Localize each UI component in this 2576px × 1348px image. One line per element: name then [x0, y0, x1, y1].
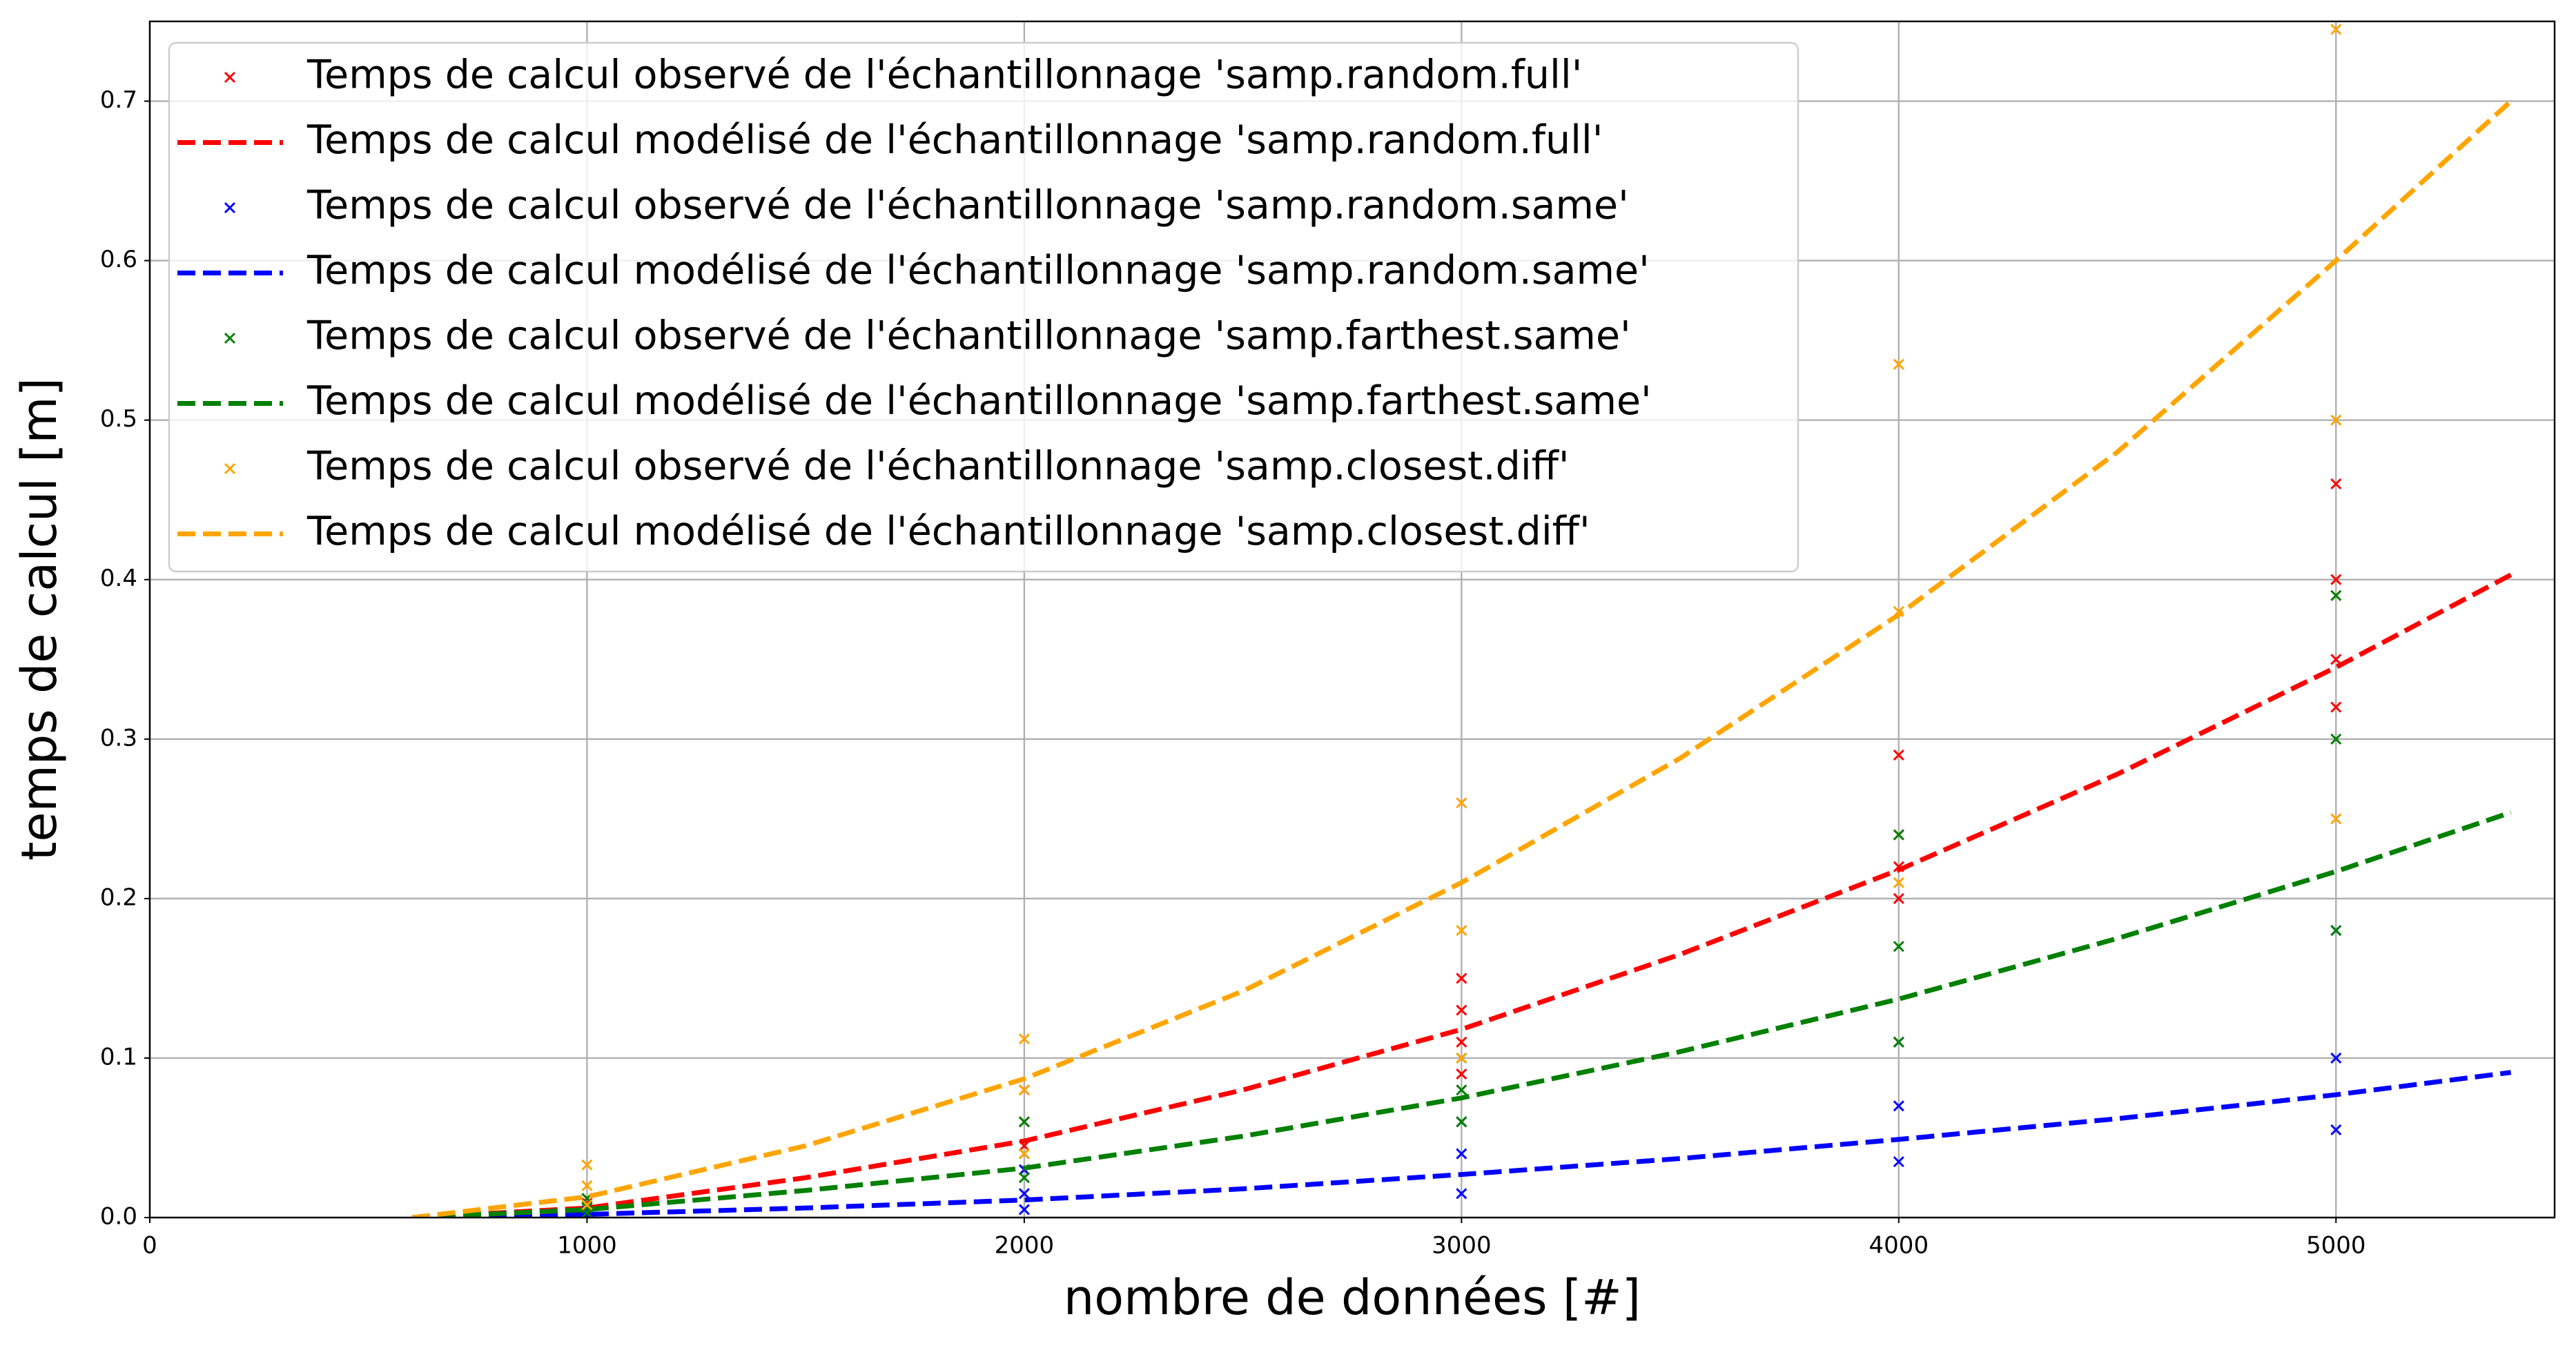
point	[581, 1198, 593, 1209]
legend-label: Temps de calcul modélisé de l'échantillo…	[306, 509, 1590, 554]
plot-area	[411, 23, 2513, 1218]
y-tick-label: 0.5	[100, 405, 137, 433]
point	[2330, 574, 2342, 585]
point	[2330, 23, 2342, 35]
point	[1456, 1036, 1467, 1048]
y-tick-label: 0.6	[100, 246, 137, 273]
x-tick-label: 1000	[557, 1232, 617, 1260]
legend-label: Temps de calcul observé de l'échantillon…	[306, 313, 1631, 359]
point	[1018, 1148, 1030, 1160]
y-tick-label: 0.0	[100, 1203, 137, 1231]
legend-label: Temps de calcul modélisé de l'échantillo…	[306, 248, 1650, 293]
point	[1456, 1052, 1467, 1064]
y-axis-label: temps de calcul [m]	[11, 378, 68, 861]
model-line	[412, 1070, 2512, 1218]
model-line	[411, 99, 2513, 1218]
legend-marker	[224, 71, 236, 84]
point	[2330, 1124, 2342, 1135]
point	[2330, 733, 2342, 745]
point	[2330, 925, 2342, 937]
point	[1456, 1084, 1467, 1096]
x-axis-label: nombre de données [#]	[1064, 1269, 1641, 1326]
legend-label: Temps de calcul observé de l'échantillon…	[306, 444, 1570, 489]
y-tick-label: 0.7	[100, 86, 137, 114]
legend-label: Temps de calcul modélisé de l'échantillo…	[306, 378, 1652, 424]
point	[581, 1159, 593, 1171]
point	[581, 1202, 593, 1214]
point	[1893, 358, 1904, 370]
point	[1018, 1188, 1030, 1200]
point	[1893, 1156, 1904, 1168]
point	[1456, 1188, 1467, 1200]
point	[1456, 925, 1467, 937]
legend-marker	[224, 202, 236, 214]
y-tick-label: 0.2	[100, 883, 137, 911]
point	[1456, 1116, 1467, 1128]
model-line	[411, 810, 2512, 1218]
point	[1456, 973, 1467, 984]
plot-frame	[148, 20, 2556, 1219]
point	[1893, 1100, 1904, 1112]
point	[2330, 589, 2342, 601]
x-tick-label: 4000	[1869, 1232, 1929, 1260]
point	[2330, 414, 2342, 426]
y-tick-label: 0.3	[100, 724, 137, 752]
point	[2330, 701, 2342, 713]
point	[1456, 797, 1467, 809]
legend-label: Temps de calcul observé de l'échantillon…	[306, 183, 1629, 228]
legend-label: Temps de calcul observé de l'échantillon…	[306, 52, 1582, 98]
point	[1018, 1172, 1030, 1184]
legend-label: Temps de calcul modélisé de l'échantillo…	[306, 117, 1603, 163]
point	[1893, 749, 1904, 761]
legend: Temps de calcul observé de l'échantillon…	[168, 41, 1799, 573]
legend-marker	[224, 462, 236, 475]
x-tick-label: 0	[142, 1232, 157, 1260]
point	[2330, 478, 2342, 490]
point	[581, 1199, 593, 1211]
point	[1456, 1004, 1467, 1016]
point	[1893, 877, 1904, 888]
point	[1893, 941, 1904, 953]
point	[1018, 1084, 1030, 1096]
x-tick-label: 5000	[2306, 1232, 2366, 1260]
point	[1018, 1204, 1030, 1215]
point	[1018, 1116, 1030, 1128]
model-line	[411, 572, 2512, 1218]
point	[1893, 829, 1904, 841]
point	[581, 1180, 593, 1191]
point	[1893, 892, 1904, 904]
point	[2330, 813, 2342, 825]
point	[1456, 1148, 1467, 1160]
y-tick-label: 0.1	[100, 1043, 137, 1071]
point	[1456, 1068, 1467, 1080]
legend-marker	[224, 332, 236, 344]
legend-box	[168, 41, 1799, 573]
x-tick-label: 3000	[1432, 1232, 1492, 1260]
point	[1018, 1033, 1030, 1045]
point	[2330, 1052, 2342, 1064]
point	[1893, 1036, 1904, 1048]
point	[581, 1207, 593, 1218]
y-tick-label: 0.4	[100, 565, 137, 592]
point	[2330, 654, 2342, 665]
x-tick-label: 2000	[995, 1232, 1055, 1260]
point	[581, 1210, 593, 1218]
